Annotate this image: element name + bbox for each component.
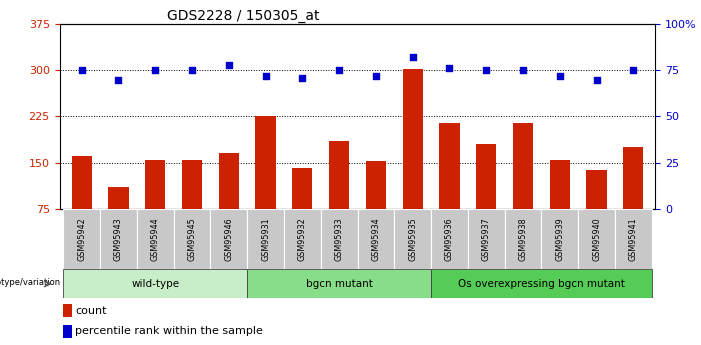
Bar	[431, 269, 652, 298]
Point	[591, 77, 602, 82]
Bar	[100, 209, 137, 269]
Point	[628, 68, 639, 73]
Point	[149, 68, 161, 73]
Bar	[292, 168, 313, 209]
Text: GSM95937: GSM95937	[482, 217, 491, 261]
Text: GSM95941: GSM95941	[629, 217, 638, 261]
Bar	[505, 209, 541, 269]
Bar	[247, 269, 431, 298]
Bar	[63, 209, 100, 269]
Text: GSM95934: GSM95934	[372, 217, 381, 261]
Text: GSM95935: GSM95935	[408, 217, 417, 261]
Text: GDS2228 / 150305_at: GDS2228 / 150305_at	[167, 9, 320, 23]
Text: genotype/variation: genotype/variation	[0, 278, 61, 287]
Bar	[587, 170, 606, 209]
Bar	[402, 69, 423, 209]
Bar	[174, 209, 210, 269]
Text: GSM95939: GSM95939	[555, 217, 564, 261]
Bar	[623, 147, 644, 209]
Text: bgcn mutant: bgcn mutant	[306, 279, 372, 289]
Point	[370, 73, 381, 79]
Point	[554, 73, 566, 79]
Text: GSM95942: GSM95942	[77, 217, 86, 261]
Bar	[394, 209, 431, 269]
Point	[334, 68, 345, 73]
Point	[223, 62, 234, 68]
Point	[297, 75, 308, 80]
Bar	[476, 144, 496, 209]
Text: GSM95944: GSM95944	[151, 217, 160, 261]
Point	[407, 55, 418, 60]
Text: GSM95938: GSM95938	[519, 217, 528, 261]
Text: Os overexpressing bgcn mutant: Os overexpressing bgcn mutant	[458, 279, 625, 289]
Bar	[358, 209, 394, 269]
Point	[76, 68, 87, 73]
Bar	[329, 141, 349, 209]
Bar	[550, 159, 570, 209]
Bar	[247, 209, 284, 269]
Text: wild-type: wild-type	[131, 279, 179, 289]
Text: GSM95943: GSM95943	[114, 217, 123, 261]
Bar	[72, 156, 92, 209]
Bar	[219, 153, 239, 209]
Point	[481, 68, 492, 73]
Point	[444, 66, 455, 71]
Text: GSM95946: GSM95946	[224, 217, 233, 261]
Bar	[468, 209, 505, 269]
Bar	[109, 187, 128, 209]
Bar	[578, 209, 615, 269]
Bar	[255, 117, 275, 209]
Bar	[513, 122, 533, 209]
Point	[260, 73, 271, 79]
Text: GSM95931: GSM95931	[261, 217, 270, 261]
Text: count: count	[75, 306, 107, 316]
Bar	[145, 159, 165, 209]
Bar	[63, 269, 247, 298]
Bar	[431, 209, 468, 269]
Bar	[63, 304, 72, 317]
Bar	[366, 161, 386, 209]
Point	[517, 68, 529, 73]
Text: GSM95933: GSM95933	[334, 217, 343, 261]
Bar	[210, 209, 247, 269]
Text: GSM95945: GSM95945	[187, 217, 196, 261]
Bar	[541, 209, 578, 269]
Bar	[284, 209, 321, 269]
Bar	[615, 209, 652, 269]
Point	[113, 77, 124, 82]
Text: GSM95936: GSM95936	[445, 217, 454, 261]
Text: GSM95940: GSM95940	[592, 217, 601, 261]
Bar	[137, 209, 174, 269]
Bar	[63, 325, 72, 338]
Bar	[440, 122, 460, 209]
Point	[186, 68, 198, 73]
Bar	[321, 209, 358, 269]
Bar	[182, 159, 202, 209]
Text: GSM95932: GSM95932	[298, 217, 307, 261]
Text: percentile rank within the sample: percentile rank within the sample	[75, 326, 263, 336]
